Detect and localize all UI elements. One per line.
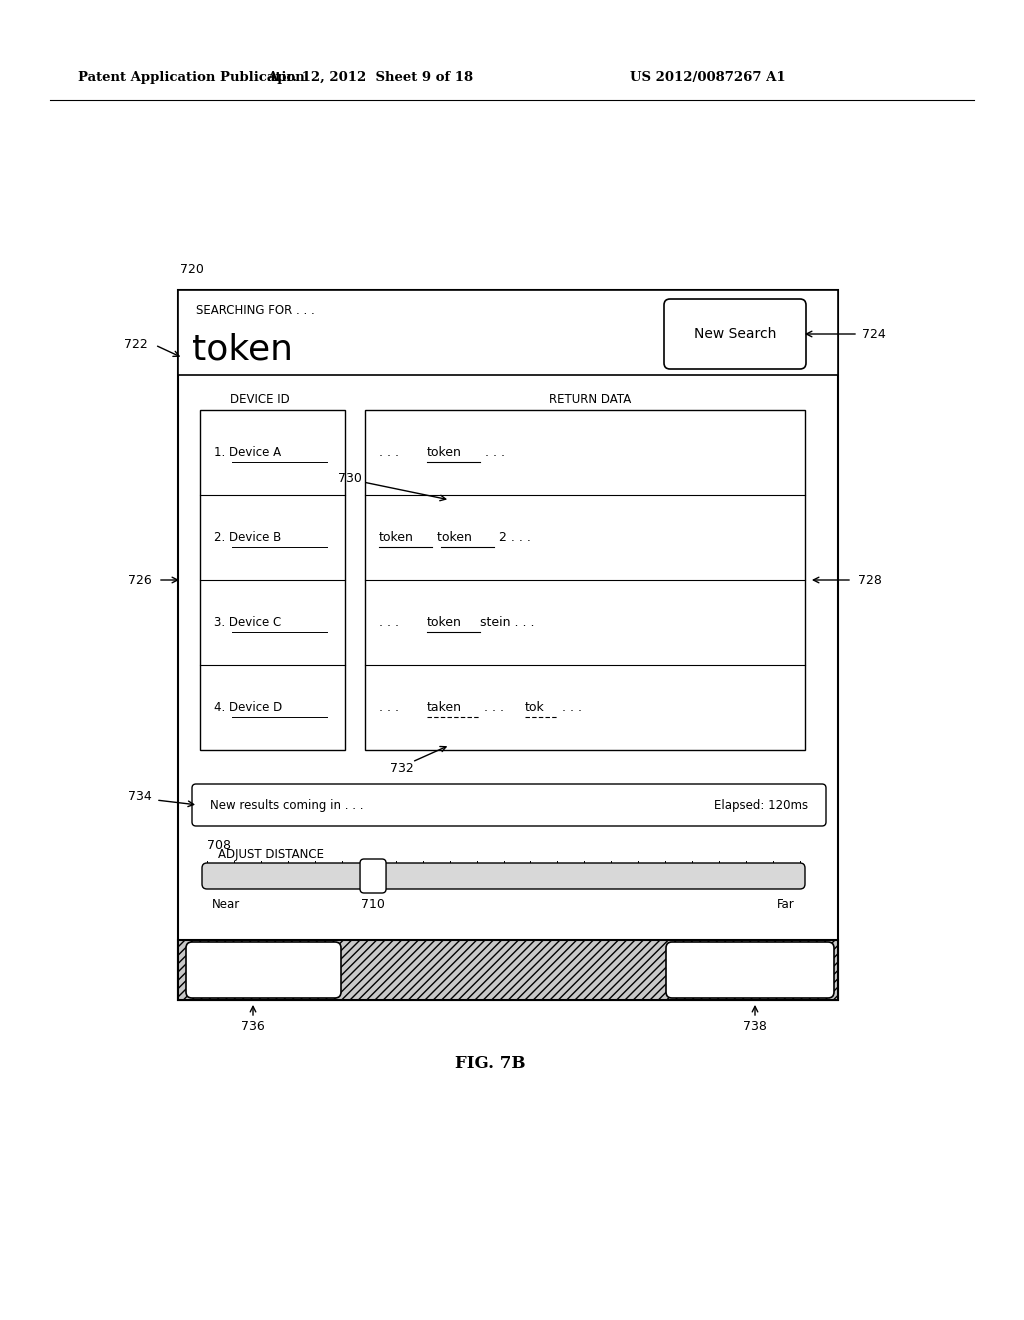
Text: 2. Device B: 2. Device B (214, 531, 282, 544)
FancyBboxPatch shape (666, 942, 834, 998)
Text: . . .: . . . (379, 616, 403, 630)
Text: . . .: . . . (558, 701, 582, 714)
Text: . . .: . . . (480, 701, 508, 714)
Text: 726: 726 (128, 573, 152, 586)
Text: 2 . . .: 2 . . . (495, 531, 530, 544)
FancyBboxPatch shape (193, 784, 826, 826)
FancyBboxPatch shape (202, 863, 805, 888)
Text: 724: 724 (862, 327, 886, 341)
Text: SEARCHING FOR . . .: SEARCHING FOR . . . (196, 304, 314, 317)
Text: RETURN DATA: RETURN DATA (549, 393, 631, 407)
Text: token: token (193, 333, 293, 367)
Text: New results coming in . . .: New results coming in . . . (210, 799, 364, 812)
Text: FIG. 7B: FIG. 7B (455, 1055, 525, 1072)
Text: Far: Far (777, 898, 795, 911)
Bar (178, 940, 838, 1001)
Text: STOP: STOP (725, 961, 775, 979)
Bar (178, 290, 838, 1001)
Text: 4. Device D: 4. Device D (214, 701, 283, 714)
Text: 728: 728 (858, 573, 882, 586)
Text: token: token (433, 531, 472, 544)
Text: ADJUST DISTANCE: ADJUST DISTANCE (218, 847, 324, 861)
Text: 734: 734 (128, 791, 152, 804)
Text: 738: 738 (743, 1020, 767, 1034)
Text: tok: tok (525, 701, 545, 714)
Text: Patent Application Publication: Patent Application Publication (78, 71, 305, 84)
Text: . . .: . . . (379, 701, 403, 714)
Text: New Search: New Search (694, 327, 776, 341)
FancyBboxPatch shape (186, 942, 341, 998)
Text: . . .: . . . (481, 446, 505, 459)
Text: 722: 722 (124, 338, 148, 351)
Text: Apr. 12, 2012  Sheet 9 of 18: Apr. 12, 2012 Sheet 9 of 18 (267, 71, 473, 84)
Text: DEVICE ID: DEVICE ID (230, 393, 290, 407)
Text: taken: taken (427, 701, 462, 714)
FancyBboxPatch shape (664, 300, 806, 370)
Text: token: token (427, 616, 462, 630)
Text: token: token (427, 446, 462, 459)
Text: 1. Device A: 1. Device A (214, 446, 282, 459)
Text: 730: 730 (338, 471, 362, 484)
Text: 3. Device C: 3. Device C (214, 616, 282, 630)
Text: token: token (379, 531, 414, 544)
Text: 732: 732 (390, 762, 414, 775)
Text: Elapsed: 120ms: Elapsed: 120ms (714, 799, 808, 812)
Bar (365, 411, 805, 750)
Text: 708: 708 (207, 840, 231, 851)
Text: 736: 736 (241, 1020, 265, 1034)
Text: . . .: . . . (379, 446, 403, 459)
Text: stein . . .: stein . . . (480, 616, 535, 630)
Text: 710: 710 (361, 898, 385, 911)
Text: Near: Near (212, 898, 241, 911)
Text: 720: 720 (180, 263, 204, 276)
Bar (200, 411, 345, 750)
Text: US 2012/0087267 A1: US 2012/0087267 A1 (630, 71, 785, 84)
Bar (178, 290, 838, 375)
FancyBboxPatch shape (360, 859, 386, 894)
Text: 4 results . . .: 4 results . . . (222, 964, 304, 977)
